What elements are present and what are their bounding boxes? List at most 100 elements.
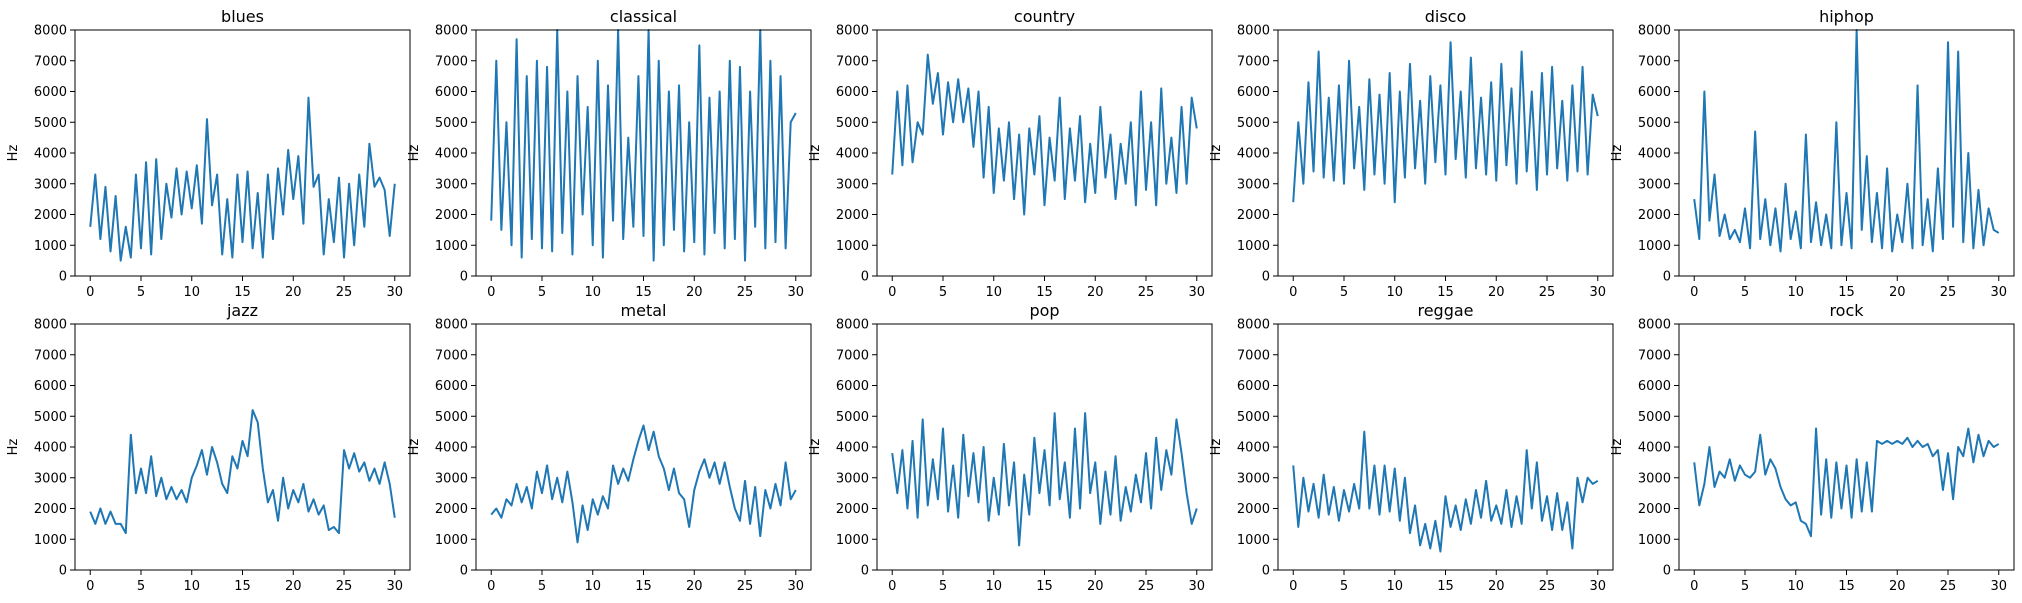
x-tick-label: 10 <box>1787 285 1804 300</box>
y-tick-label: 7000 <box>836 348 869 363</box>
y-tick-label: 6000 <box>435 379 468 394</box>
x-tick-label: 5 <box>137 285 145 300</box>
y-tick-label: 4000 <box>1237 147 1270 162</box>
x-tick-label: 30 <box>386 285 403 300</box>
y-axis-label: Hz <box>407 145 422 162</box>
x-tick-label: 0 <box>1289 285 1297 300</box>
y-tick-label: 5000 <box>836 116 869 131</box>
series-line <box>1292 41 1599 204</box>
x-tick-label: 30 <box>1990 579 2007 594</box>
y-tick-label: 6000 <box>1237 379 1270 394</box>
y-tick-label: 5000 <box>1638 116 1671 131</box>
y-tick-label: 4000 <box>34 441 67 456</box>
y-axis-label: Hz <box>6 439 21 456</box>
y-tick-label: 1000 <box>34 533 67 548</box>
x-tick-label: 20 <box>285 579 302 594</box>
x-tick-label: 5 <box>939 579 947 594</box>
panel-metal: 0 5 10 15 20 25 30 0 1000 2000 3000 4000 5000 6000 700… <box>407 301 812 594</box>
panel-blues: 0 5 10 15 20 25 30 0 1000 2000 3000 4000 5000 6000 700… <box>6 7 411 300</box>
x-tick-label: 5 <box>1340 579 1348 594</box>
y-tick-label: 2000 <box>1237 502 1270 517</box>
y-tick-label: 0 <box>59 564 67 579</box>
y-axis-label: Hz <box>6 145 21 162</box>
x-tick-label: 25 <box>1940 579 1957 594</box>
y-tick-label: 7000 <box>1638 348 1671 363</box>
y-tick-label: 8000 <box>34 24 67 39</box>
y-tick-label: 3000 <box>1638 471 1671 486</box>
y-tick-label: 4000 <box>435 441 468 456</box>
x-tick-label: 0 <box>888 579 896 594</box>
y-tick-label: 5000 <box>435 116 468 131</box>
y-tick-label: 1000 <box>435 533 468 548</box>
x-tick-label: 15 <box>1437 579 1454 594</box>
y-tick-label: 1000 <box>836 239 869 254</box>
y-tick-label: 3000 <box>435 177 468 192</box>
x-tick-label: 0 <box>86 285 94 300</box>
series-line <box>490 424 797 544</box>
y-tick-label: 7000 <box>435 54 468 69</box>
y-tick-label: 7000 <box>34 348 67 363</box>
x-tick-label: 25 <box>1539 285 1556 300</box>
y-tick-label: 5000 <box>34 410 67 425</box>
x-tick-label: 10 <box>584 285 601 300</box>
y-tick-label: 2000 <box>1638 208 1671 223</box>
y-tick-label: 8000 <box>1638 24 1671 39</box>
x-tick-label: 10 <box>183 579 200 594</box>
y-tick-label: 7000 <box>435 348 468 363</box>
y-axis-label: Hz <box>407 439 422 456</box>
x-tick-label: 0 <box>487 285 495 300</box>
y-tick-label: 0 <box>460 564 468 579</box>
y-tick-label: 1000 <box>836 533 869 548</box>
y-tick-label: 3000 <box>836 471 869 486</box>
panel-rock: 0 5 10 15 20 25 30 0 1000 2000 3000 4000 5000 6000 700… <box>1610 301 2015 594</box>
y-tick-label: 2000 <box>836 502 869 517</box>
panel-hiphop: 0 5 10 15 20 25 30 0 1000 2000 3000 4000 5000 6000 700… <box>1610 7 2015 300</box>
series-line <box>891 412 1198 547</box>
y-tick-label: 2000 <box>34 208 67 223</box>
y-tick-label: 5000 <box>435 410 468 425</box>
y-tick-label: 4000 <box>435 147 468 162</box>
x-tick-label: 25 <box>1138 579 1155 594</box>
x-tick-label: 20 <box>1488 579 1505 594</box>
x-tick-label: 15 <box>234 285 251 300</box>
x-tick-label: 0 <box>888 285 896 300</box>
panel-title: pop <box>1029 301 1059 320</box>
x-tick-label: 15 <box>1036 579 1053 594</box>
y-tick-label: 3000 <box>836 177 869 192</box>
y-axis-label: Hz <box>1209 439 1224 456</box>
panel-title: blues <box>221 7 264 26</box>
y-tick-label: 0 <box>1663 270 1671 285</box>
y-tick-label: 3000 <box>34 471 67 486</box>
y-tick-label: 1000 <box>1237 533 1270 548</box>
y-tick-label: 4000 <box>836 147 869 162</box>
x-tick-label: 20 <box>1488 285 1505 300</box>
x-tick-label: 30 <box>787 285 804 300</box>
x-tick-label: 20 <box>1087 285 1104 300</box>
y-tick-label: 5000 <box>1638 410 1671 425</box>
panel-title: metal <box>621 301 667 320</box>
y-tick-label: 4000 <box>34 147 67 162</box>
x-tick-label: 0 <box>1690 579 1698 594</box>
y-tick-label: 6000 <box>1638 85 1671 100</box>
panel-title: disco <box>1425 7 1467 26</box>
x-tick-label: 20 <box>686 579 703 594</box>
y-tick-label: 3000 <box>435 471 468 486</box>
x-tick-label: 30 <box>1589 285 1606 300</box>
y-tick-label: 6000 <box>34 379 67 394</box>
y-tick-label: 2000 <box>836 208 869 223</box>
x-tick-label: 15 <box>1437 285 1454 300</box>
x-tick-label: 20 <box>1889 285 1906 300</box>
series-line <box>891 53 1198 216</box>
x-tick-label: 30 <box>386 579 403 594</box>
x-tick-label: 25 <box>1940 285 1957 300</box>
x-tick-label: 5 <box>939 285 947 300</box>
y-tick-label: 0 <box>460 270 468 285</box>
x-tick-label: 30 <box>1188 579 1205 594</box>
panel-title: jazz <box>226 301 258 320</box>
y-tick-label: 6000 <box>34 85 67 100</box>
x-tick-label: 10 <box>183 285 200 300</box>
x-tick-label: 15 <box>1838 285 1855 300</box>
x-tick-label: 10 <box>985 579 1002 594</box>
x-tick-label: 5 <box>137 579 145 594</box>
y-tick-label: 5000 <box>836 410 869 425</box>
